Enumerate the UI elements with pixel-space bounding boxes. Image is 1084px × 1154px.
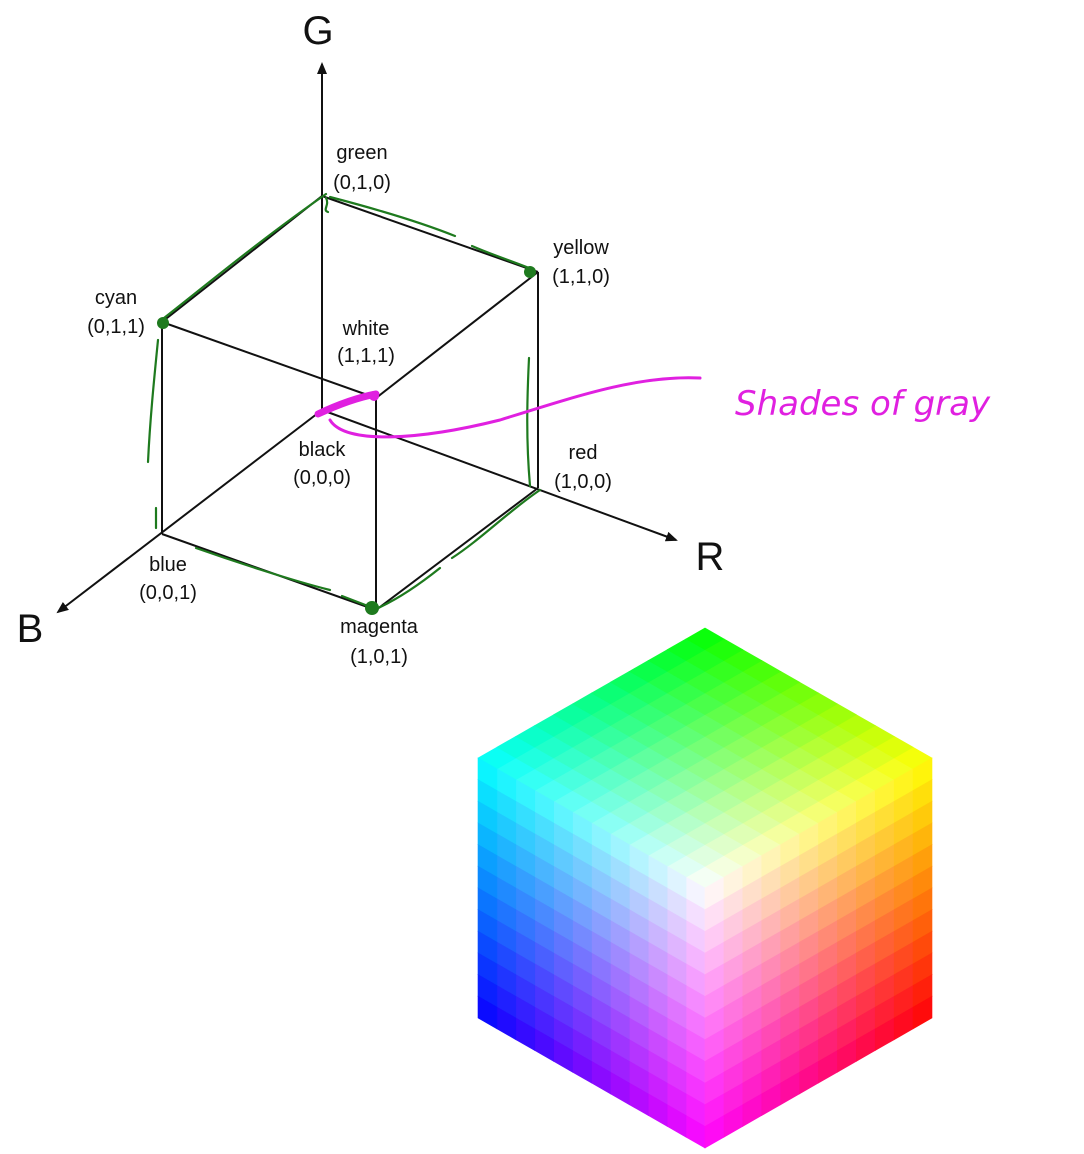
label-red-name: red [569,442,598,464]
rgb-color-cube [477,627,933,1149]
label-red-coord: (1,0,0) [554,471,612,493]
color-cube-left-face [477,757,706,1149]
label-white-coord: (1,1,1) [337,345,395,367]
color-cube-right-face [704,757,933,1149]
green-ink-dots [157,266,536,615]
r-axis [321,409,678,542]
edge-cyan-white [161,321,377,399]
edge-green-yellow [321,195,539,273]
label-black-coord: (0,0,0) [293,467,351,489]
edge-yellow-white [375,271,539,399]
annotation-text: Shades of gray [735,384,991,424]
gray-diagonal-stroke [314,390,380,418]
label-magenta-name: magenta [340,616,419,638]
label-green-coord: (0,1,0) [333,172,391,194]
color-cube-cell [912,995,933,1030]
dot-cyan [157,317,169,329]
label-white-name: white [342,318,390,340]
label-cyan-coord: (0,1,1) [87,316,145,338]
color-cube-cell [685,627,725,651]
label-black-name: black [299,439,347,461]
label-blue-coord: (0,0,1) [139,582,197,604]
label-magenta-coord: (1,0,1) [350,646,408,668]
label-yellow-coord: (1,1,0) [552,266,610,288]
green-ink-strokes [146,192,542,610]
axis-label-r: R [696,535,725,579]
axis-label-b: B [17,607,44,651]
color-cube-top-face [477,627,933,889]
wireframe-cube [56,62,678,614]
annotation-leader [328,376,702,439]
label-yellow-name: yellow [553,237,609,259]
color-cube-cell [477,995,498,1030]
white-vertex-dot [369,391,379,401]
b-axis [56,409,323,614]
edge-red-magenta [375,487,539,611]
label-green-name: green [336,142,387,164]
label-blue-name: blue [149,554,187,576]
axis-label-g: G [302,9,333,53]
dot-magenta [365,601,379,615]
label-cyan-name: cyan [95,287,137,309]
dot-yellow [524,266,536,278]
